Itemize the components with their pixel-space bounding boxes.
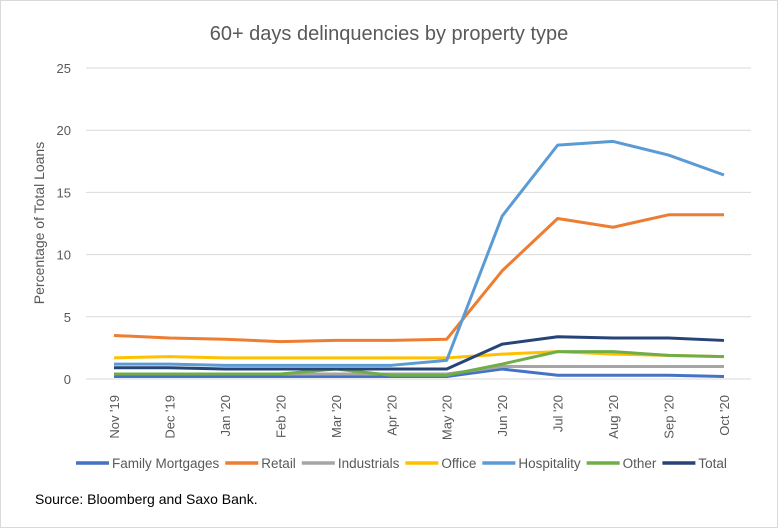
y-tick-label: 20	[57, 123, 71, 138]
legend-label: Family Mortgages	[112, 456, 220, 471]
x-tick-label: Feb '20	[273, 395, 288, 438]
x-tick-label: Dec '19	[162, 395, 177, 439]
legend-label: Industrials	[338, 456, 400, 471]
source-note: Source: Bloomberg and Saxo Bank.	[35, 491, 258, 507]
x-tick-label: Mar '20	[329, 395, 344, 438]
legend-label: Total	[698, 456, 727, 471]
y-tick-label: 0	[64, 372, 71, 387]
x-tick-label: Aug '20	[606, 395, 621, 439]
x-tick-label: Oct '20	[717, 395, 732, 436]
series-line-office	[113, 350, 725, 360]
x-tick-label: Jun '20	[495, 395, 510, 437]
y-tick-label: 25	[57, 61, 71, 76]
y-tick-label: 5	[64, 310, 71, 325]
y-axis-label: Percentage of Total Loans	[31, 142, 47, 304]
y-tick-label: 10	[57, 248, 71, 263]
series-line-hospitality	[114, 139, 725, 367]
x-tick-label: Jan '20	[218, 395, 233, 437]
legend-label: Retail	[261, 456, 296, 471]
x-tick-label: Jul '20	[551, 395, 566, 432]
x-tick-label: May '20	[440, 395, 455, 440]
series-line-retail	[113, 213, 724, 344]
chart-title: 60+ days delinquencies by property type	[210, 23, 569, 45]
x-tick-label: Nov '19	[107, 395, 122, 439]
series-line-other	[114, 350, 725, 377]
x-tick-label: Apr '20	[384, 395, 399, 436]
legend-label: Hospitality	[518, 456, 581, 471]
x-tick-label: Sep '20	[662, 395, 677, 439]
legend-label: Office	[441, 456, 476, 471]
legend-label: Other	[623, 456, 657, 471]
y-tick-label: 15	[57, 185, 71, 200]
series-line-total	[114, 335, 725, 371]
